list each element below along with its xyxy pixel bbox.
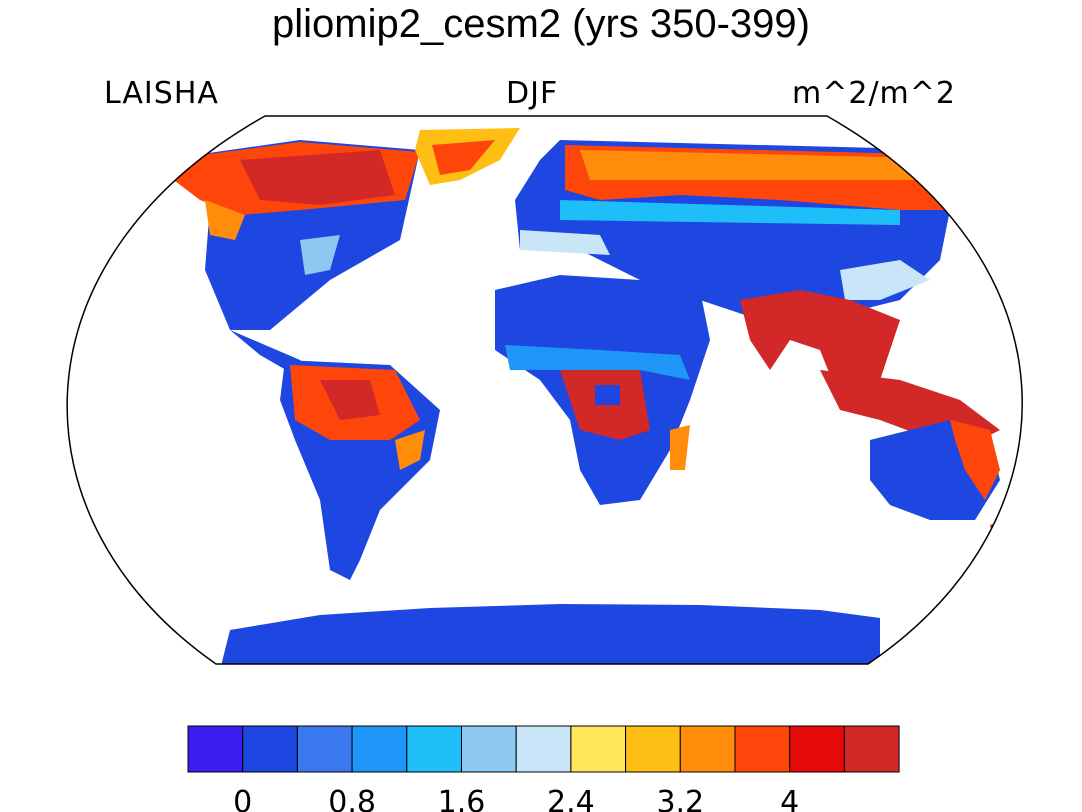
colorbar-swatch — [242, 725, 298, 773]
colorbar-tick-label: 0 — [233, 785, 252, 812]
colorbar-swatch — [515, 725, 572, 773]
colorbar-swatch — [625, 725, 681, 773]
colorbar-tick-label: 1.6 — [438, 785, 486, 812]
season-label: DJF — [506, 76, 559, 111]
colorbar-swatch — [296, 725, 353, 773]
colorbar-swatch — [187, 725, 244, 773]
colorbar-swatch — [570, 725, 627, 773]
colorbar-tick-label: 3.2 — [656, 785, 704, 812]
colorbar-swatch — [679, 725, 736, 773]
variable-label: LAISHA — [104, 76, 219, 111]
land-fields — [150, 128, 1023, 664]
colorbar-swatch — [406, 725, 462, 773]
colorbar-swatch — [351, 725, 408, 773]
colorbar-swatch — [461, 725, 517, 773]
colorbar-tick-label: 2.4 — [547, 785, 595, 812]
colorbar-swatch — [843, 725, 900, 773]
colorbar-swatch — [789, 725, 845, 773]
colorbar-tick-label: 0.8 — [328, 785, 376, 812]
colorbar-swatch — [734, 725, 791, 773]
colorbar-tick-label: 4 — [780, 785, 799, 812]
map-title: pliomip2_cesm2 (yrs 350-399) — [271, 2, 810, 46]
map-boundary — [66, 115, 1023, 665]
units-label: m^2/m^2 — [792, 76, 957, 111]
